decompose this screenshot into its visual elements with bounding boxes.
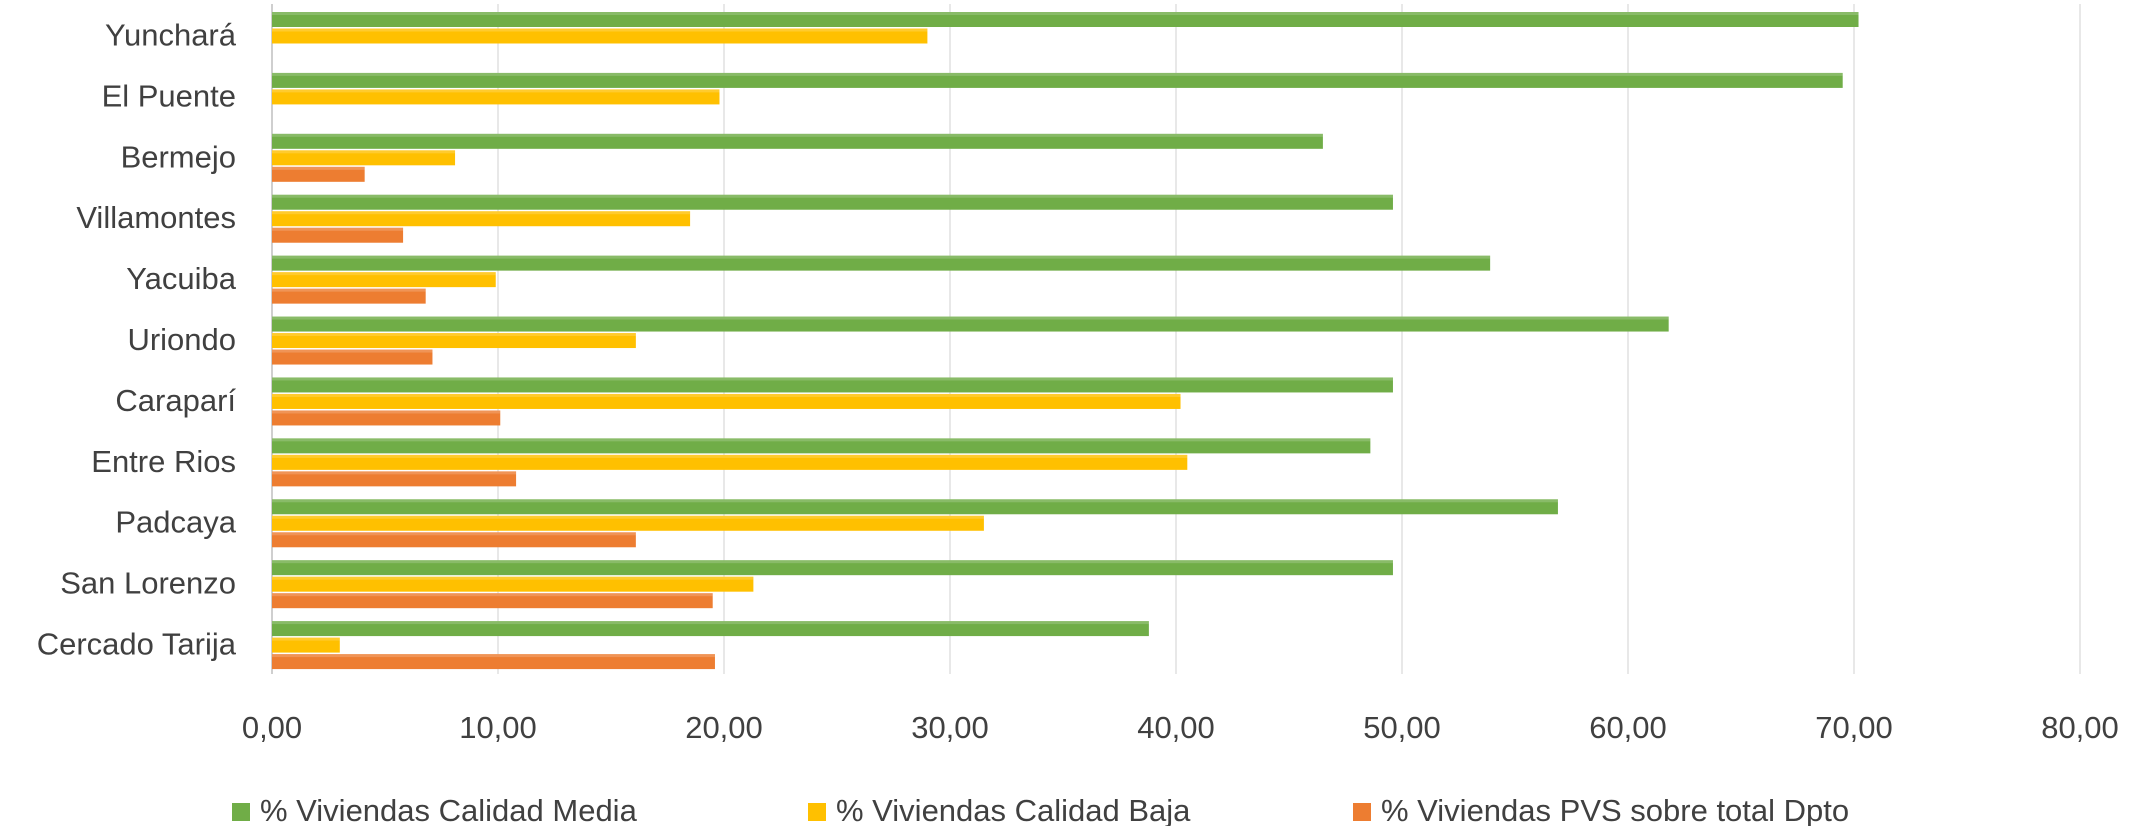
bars — [272, 12, 1859, 670]
bar — [272, 227, 404, 243]
bar-highlight — [272, 454, 1188, 458]
bar — [272, 150, 456, 166]
bar-highlight — [272, 471, 517, 475]
bar-highlight — [272, 89, 720, 93]
bar-highlight — [272, 438, 1371, 442]
x-tick-labels: 0,00 10,00 20,00 30,00 40,00 50,00 60,00 70,00 8… — [242, 710, 2119, 745]
bar-highlight — [272, 621, 1149, 625]
bar — [272, 349, 433, 365]
bar — [272, 72, 1843, 88]
category-labels: Yunchará El Puente Bermejo Villamontes Yacui… — [37, 17, 237, 661]
legend-swatch — [808, 803, 826, 821]
category-label: San Lorenzo — [60, 566, 236, 601]
bar — [272, 471, 517, 487]
bar-highlight — [272, 333, 636, 337]
bar-highlight — [272, 515, 984, 519]
category-label: Entre Rios — [91, 444, 236, 479]
category-label: Yacuiba — [126, 261, 236, 296]
bar — [272, 515, 984, 531]
bar — [272, 438, 1371, 454]
x-tick-label: 30,00 — [911, 710, 989, 745]
bar-highlight — [272, 194, 1393, 198]
bar — [272, 637, 340, 653]
category-label: Uriondo — [127, 322, 236, 357]
bar — [272, 255, 1491, 271]
bar — [272, 12, 1859, 27]
legend-label: % Viviendas PVS sobre total Dpto — [1381, 793, 1849, 826]
bar-highlight — [272, 410, 501, 414]
x-tick-label: 40,00 — [1137, 710, 1215, 745]
x-tick-label: 10,00 — [459, 710, 537, 745]
legend-swatch — [232, 803, 250, 821]
bar-highlight — [272, 227, 404, 231]
legend: % Viviendas Calidad Media % Viviendas Cal… — [232, 793, 1849, 826]
bar — [272, 560, 1393, 576]
bar — [272, 532, 636, 548]
x-tick-label: 20,00 — [685, 710, 763, 745]
bar — [272, 499, 1558, 515]
legend-swatch — [1353, 803, 1371, 821]
bar-highlight — [272, 560, 1393, 564]
bar-highlight — [272, 12, 1859, 15]
bar — [272, 288, 426, 304]
bar-highlight — [272, 166, 365, 170]
bar-highlight — [272, 288, 426, 292]
bar — [272, 133, 1323, 149]
bar — [272, 621, 1149, 637]
bar-highlight — [272, 532, 636, 536]
x-tick-label: 70,00 — [1815, 710, 1893, 745]
bar-highlight — [272, 72, 1843, 76]
bar — [272, 393, 1181, 409]
category-label: Cercado Tarija — [37, 627, 237, 662]
legend-label: % Viviendas Calidad Baja — [836, 793, 1191, 826]
bar-highlight — [272, 316, 1669, 320]
bar — [272, 166, 365, 182]
bar-highlight — [272, 28, 928, 32]
category-label: El Puente — [102, 78, 236, 113]
x-tick-label: 50,00 — [1363, 710, 1441, 745]
bar — [272, 377, 1393, 393]
bar — [272, 454, 1188, 470]
bar-highlight — [272, 255, 1491, 259]
category-label: Bermejo — [121, 139, 236, 174]
bar-highlight — [272, 211, 691, 215]
bar — [272, 654, 715, 670]
bar — [272, 316, 1669, 332]
bar — [272, 410, 501, 426]
bar — [272, 593, 713, 609]
bar — [272, 333, 636, 349]
category-label: Yunchará — [105, 17, 237, 52]
bar — [272, 272, 496, 288]
bar — [272, 89, 720, 105]
bar-highlight — [272, 150, 456, 154]
bar-highlight — [272, 377, 1393, 381]
category-label: Villamontes — [76, 200, 236, 235]
bar-highlight — [272, 272, 496, 276]
x-tick-label: 80,00 — [2041, 710, 2119, 745]
x-tick-label: 60,00 — [1589, 710, 1667, 745]
bar-highlight — [272, 133, 1323, 137]
bar-highlight — [272, 637, 340, 641]
bar — [272, 194, 1393, 210]
bar — [272, 28, 928, 44]
bar-highlight — [272, 593, 713, 597]
category-label: Padcaya — [115, 505, 236, 540]
bar-highlight — [272, 576, 754, 580]
bar-highlight — [272, 349, 433, 353]
bar-highlight — [272, 393, 1181, 397]
gridlines — [271, 4, 2081, 674]
bar-highlight — [272, 499, 1558, 503]
legend-label: % Viviendas Calidad Media — [260, 793, 638, 826]
bar — [272, 211, 691, 227]
x-tick-label: 0,00 — [242, 710, 302, 745]
bar-highlight — [272, 654, 715, 658]
bar — [272, 576, 754, 592]
category-label: Caraparí — [115, 383, 236, 418]
